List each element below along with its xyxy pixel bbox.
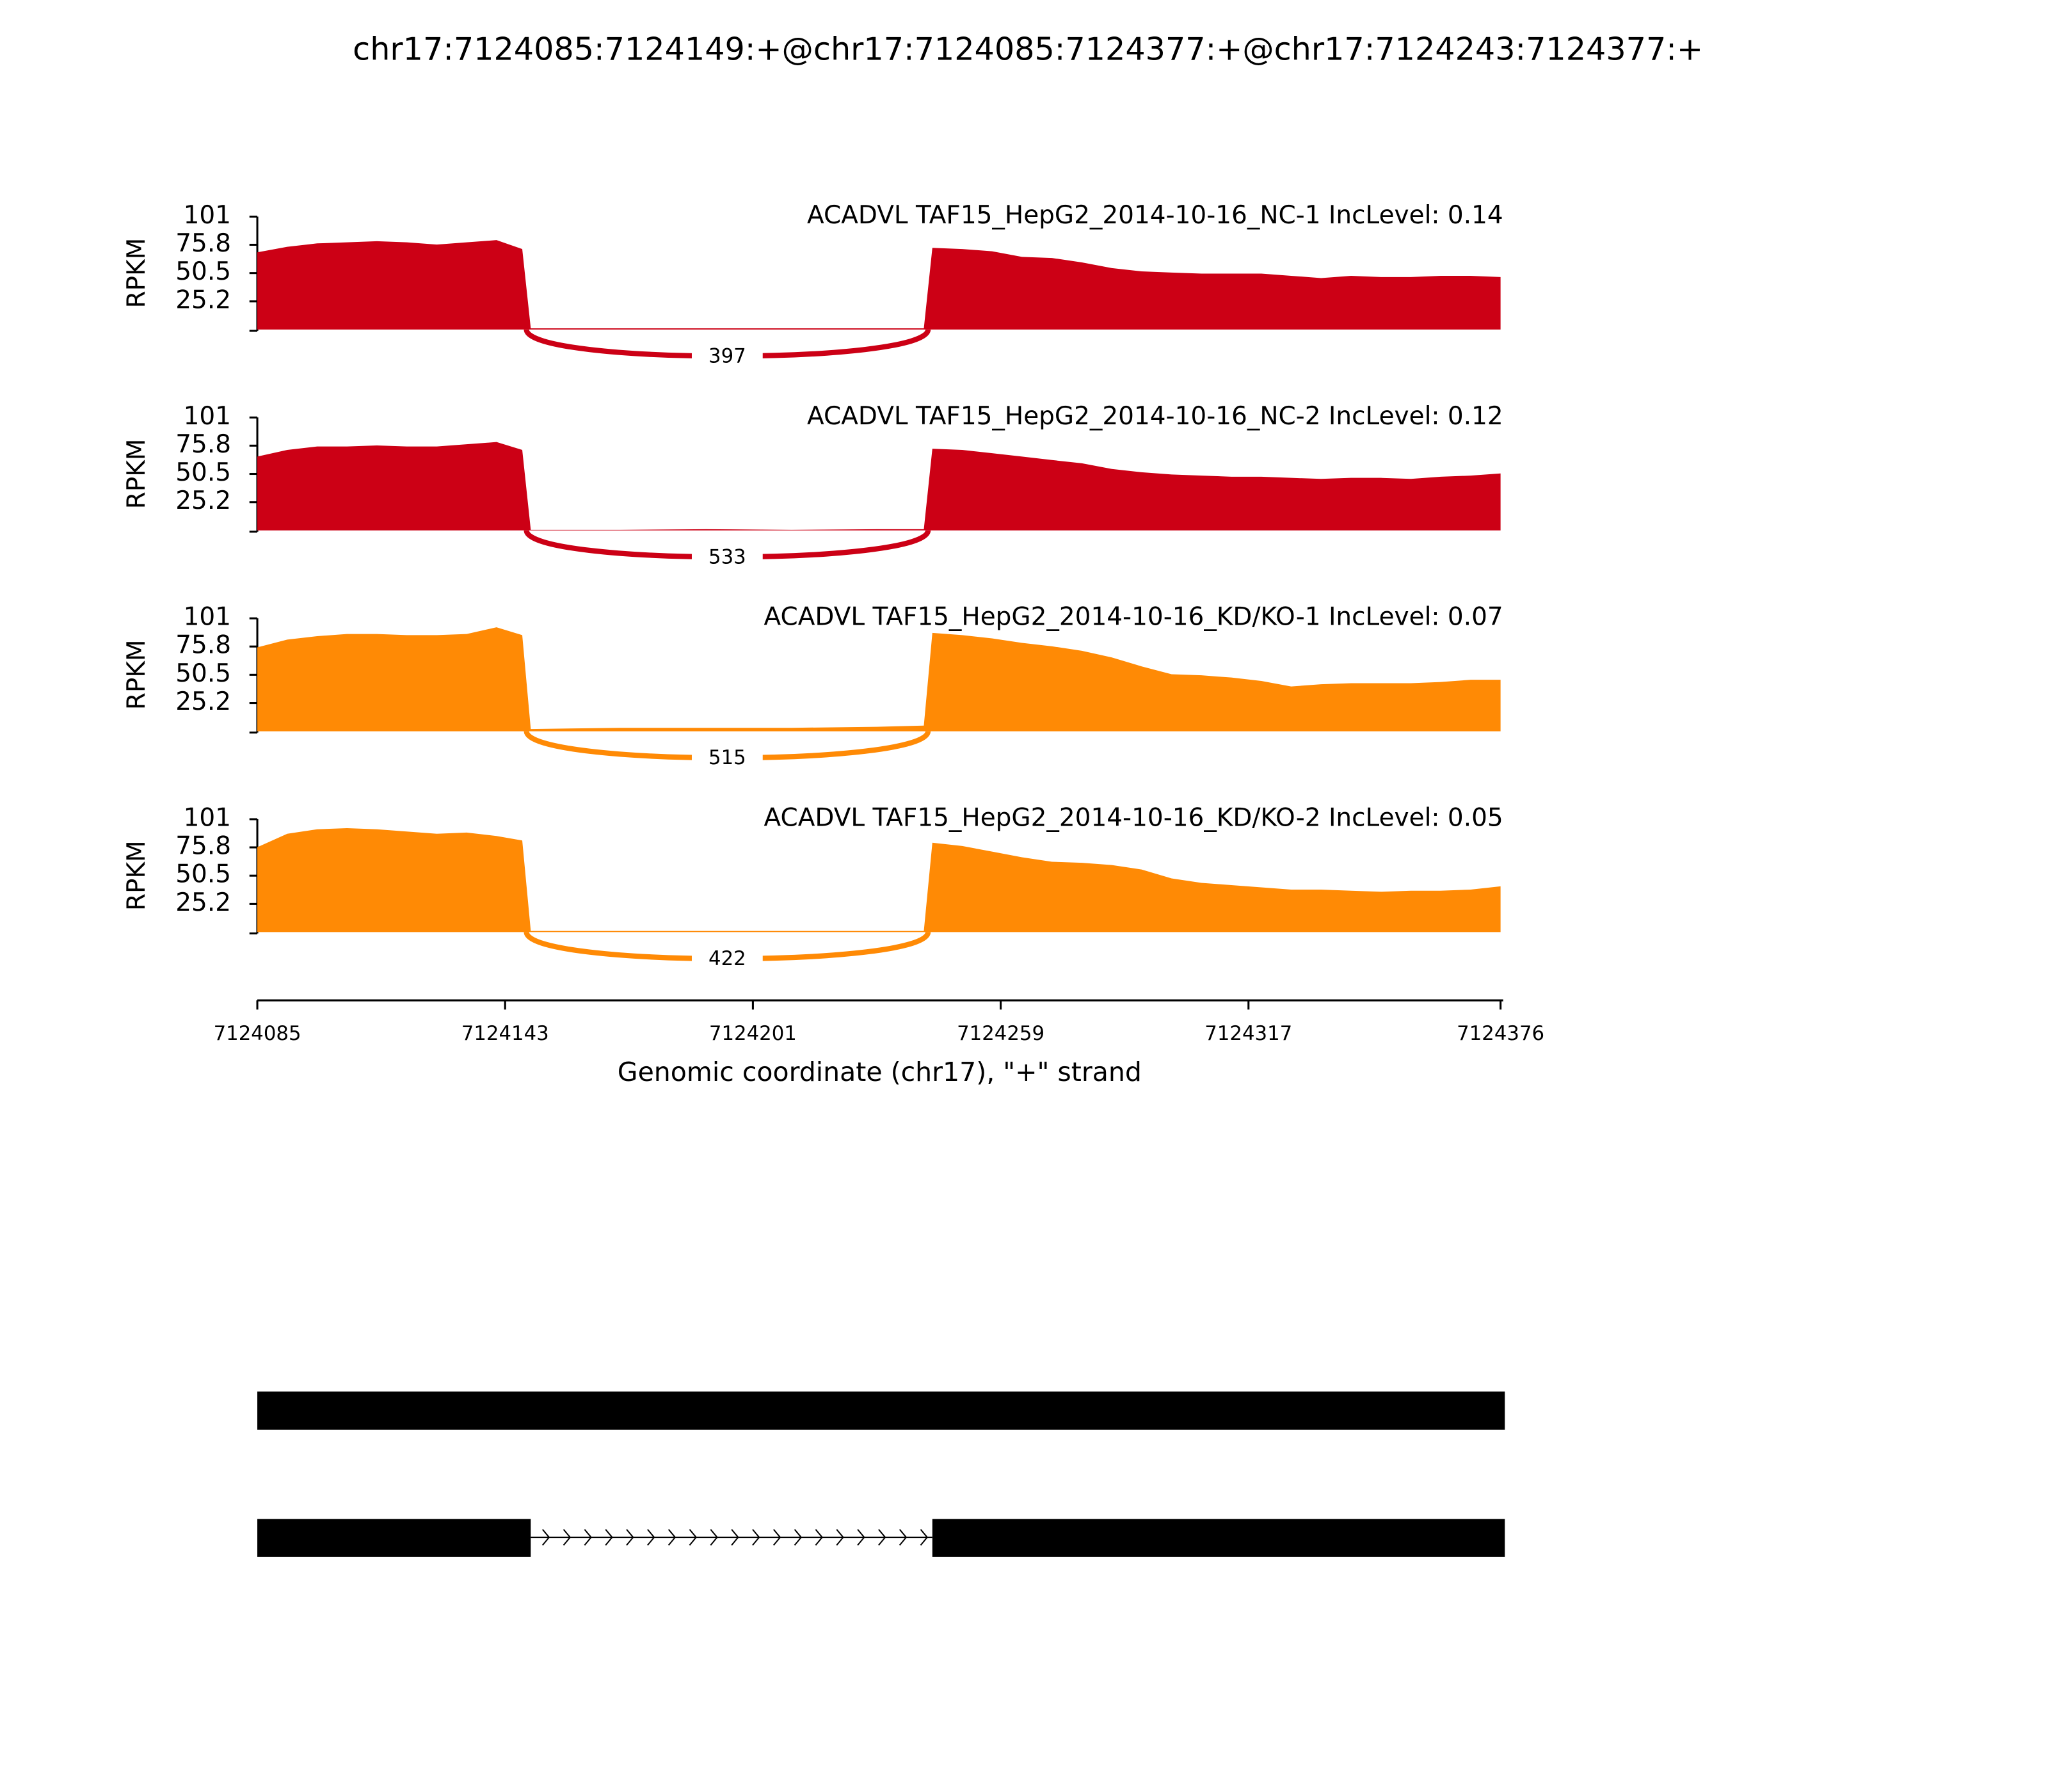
y-axis-label: RPKM [122,439,151,509]
y-tick-label: 101 [184,603,231,632]
strand-arrow [857,1529,865,1546]
strand-arrow [541,1529,550,1546]
strand-arrow [626,1529,634,1546]
strand-arrow [772,1529,781,1546]
y-tick-label: 50.5 [175,860,231,889]
strand-arrow [899,1529,908,1546]
y-axis-label: RPKM [122,238,151,308]
exon [257,1519,531,1557]
strand-arrow [605,1529,613,1546]
coverage-area [257,442,1501,531]
y-tick-label: 25.2 [175,486,231,515]
strand-arrow [752,1529,760,1546]
strand-arrow [815,1529,824,1546]
strand-arrow [563,1529,572,1546]
y-axis-label: RPKM [122,639,151,710]
junction-label: 515 [708,746,746,769]
y-tick-label: 101 [184,804,231,833]
x-tick-label: 7124317 [1204,1022,1292,1045]
strand-arrow [731,1529,739,1546]
sample-label: ACADVL TAF15_HepG2_2014-10-16_NC-1 IncLe… [807,201,1503,230]
y-tick-label: 25.2 [175,687,231,716]
x-tick-label: 7124085 [214,1022,301,1045]
strand-arrow [794,1529,803,1546]
junction-label-bg [691,744,763,774]
junction-label-bg [691,945,763,975]
strand-arrow [647,1529,655,1546]
strand-arrow [668,1529,676,1546]
exon [932,1519,1505,1557]
strand-arrow [836,1529,844,1546]
y-tick-label: 75.8 [175,430,231,459]
chart-title: chr17:7124085:7124149:+@chr17:7124085:71… [353,31,1703,68]
coverage-area [257,627,1501,732]
x-axis-label: Genomic coordinate (chr17), "+" strand [618,1057,1142,1087]
sample-label: ACADVL TAF15_HepG2_2014-10-16_KD/KO-1 In… [764,603,1503,632]
junction-label: 533 [708,545,746,568]
y-tick-label: 101 [184,402,231,431]
y-tick-label: 101 [184,201,231,230]
exon [257,1391,1505,1430]
strand-arrow [689,1529,698,1546]
y-tick-label: 25.2 [175,285,231,314]
junction-label: 397 [708,344,746,367]
strand-arrow [710,1529,718,1546]
strand-arrow [584,1529,592,1546]
x-tick-label: 7124376 [1457,1022,1544,1045]
junction-label-bg [691,543,763,573]
x-tick-label: 7124143 [461,1022,549,1045]
y-tick-label: 25.2 [175,888,231,917]
x-tick-label: 7124201 [709,1022,797,1045]
y-tick-label: 50.5 [175,659,231,688]
y-tick-label: 50.5 [175,458,231,487]
x-tick-label: 7124259 [957,1022,1044,1045]
y-tick-label: 75.8 [175,832,231,861]
junction-label-bg [691,342,763,372]
coverage-area [257,828,1501,932]
strand-arrow [878,1529,886,1546]
y-tick-label: 50.5 [175,257,231,286]
y-axis-label: RPKM [122,840,151,911]
junction-label: 422 [708,947,746,970]
y-tick-label: 75.8 [175,631,231,660]
coverage-area [257,240,1501,330]
sample-label: ACADVL TAF15_HepG2_2014-10-16_KD/KO-2 In… [764,804,1503,833]
sample-label: ACADVL TAF15_HepG2_2014-10-16_NC-2 IncLe… [807,402,1503,431]
y-tick-label: 75.8 [175,229,231,258]
strand-arrow [920,1529,929,1546]
